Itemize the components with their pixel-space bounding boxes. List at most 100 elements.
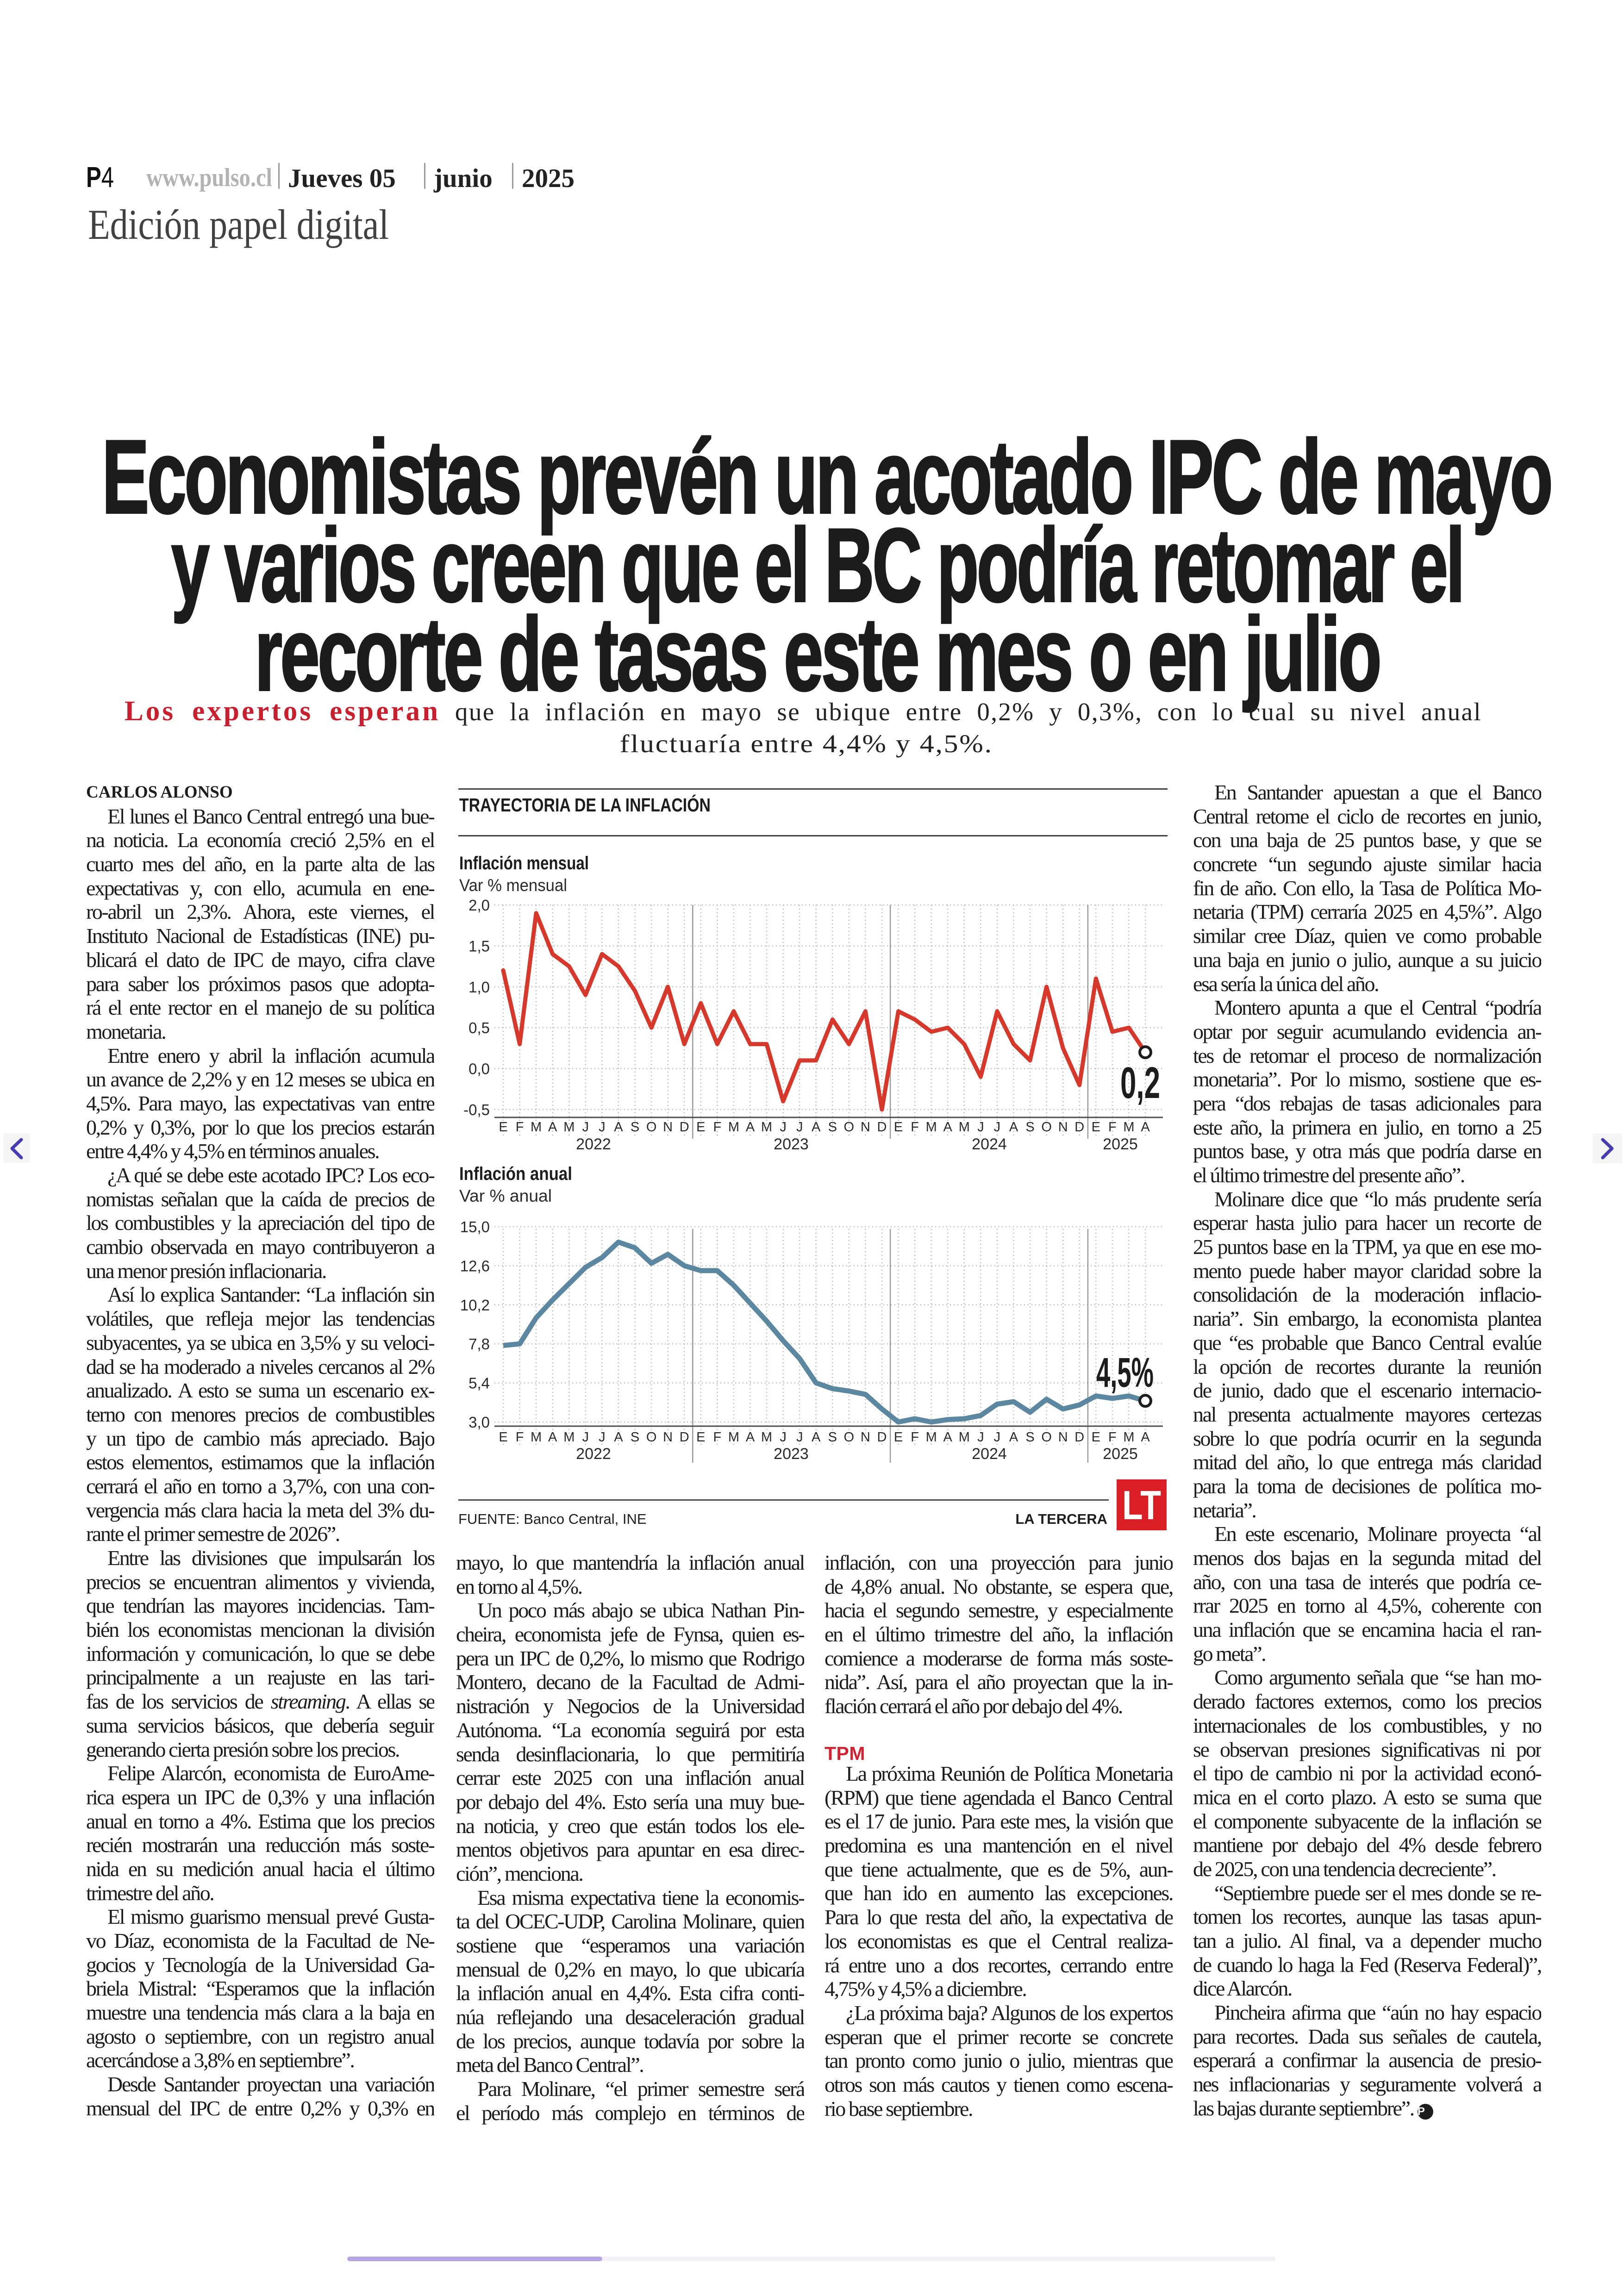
- svg-text:TRAYECTORIA DE LA INFLACIÓN: TRAYECTORIA DE LA INFLACIÓN: [459, 794, 711, 816]
- svg-text:M: M: [728, 1430, 739, 1445]
- svg-text:O: O: [1041, 1120, 1052, 1135]
- svg-text:A: A: [943, 1120, 953, 1135]
- svg-text:1,0: 1,0: [468, 979, 490, 996]
- svg-text:D: D: [680, 1430, 689, 1445]
- svg-text:-0,5: -0,5: [463, 1101, 490, 1118]
- svg-text:J: J: [977, 1120, 984, 1135]
- svg-text:E: E: [696, 1430, 705, 1445]
- svg-text:Inflación mensual: Inflación mensual: [459, 853, 589, 873]
- svg-text:A: A: [614, 1430, 623, 1445]
- svg-text:J: J: [599, 1120, 606, 1135]
- svg-text:N: N: [663, 1430, 673, 1445]
- svg-text:S: S: [1025, 1120, 1034, 1135]
- svg-text:J: J: [599, 1430, 606, 1445]
- svg-text:15,0: 15,0: [460, 1218, 490, 1235]
- svg-text:D: D: [680, 1120, 689, 1135]
- svg-text:A: A: [943, 1430, 953, 1445]
- svg-text:LA TERCERA: LA TERCERA: [1015, 1511, 1107, 1527]
- svg-text:FUENTE: Banco Central, INE: FUENTE: Banco Central, INE: [458, 1511, 647, 1527]
- svg-text:A: A: [1141, 1430, 1150, 1445]
- svg-text:J: J: [582, 1120, 589, 1135]
- svg-text:S: S: [828, 1120, 837, 1135]
- svg-text:D: D: [877, 1430, 887, 1445]
- svg-text:A: A: [812, 1430, 821, 1445]
- svg-text:S: S: [631, 1120, 639, 1135]
- svg-text:2023: 2023: [774, 1135, 809, 1153]
- svg-text:M: M: [563, 1120, 575, 1135]
- svg-text:S: S: [1025, 1430, 1034, 1445]
- svg-text:0,0: 0,0: [468, 1060, 490, 1078]
- svg-text:Var % anual: Var % anual: [459, 1186, 552, 1205]
- svg-text:M: M: [959, 1120, 970, 1135]
- svg-text:J: J: [780, 1430, 787, 1445]
- svg-text:A: A: [1009, 1120, 1018, 1135]
- svg-text:E: E: [499, 1120, 507, 1135]
- svg-text:M: M: [926, 1120, 937, 1135]
- svg-text:M: M: [761, 1120, 772, 1135]
- svg-text:O: O: [844, 1430, 855, 1445]
- svg-text:E: E: [499, 1430, 507, 1445]
- svg-text:LT: LT: [1122, 1482, 1161, 1528]
- svg-text:Var % mensual: Var % mensual: [459, 876, 567, 895]
- svg-text:N: N: [1058, 1430, 1068, 1445]
- svg-text:A: A: [614, 1120, 623, 1135]
- svg-text:N: N: [861, 1120, 870, 1135]
- svg-text:N: N: [663, 1120, 673, 1135]
- svg-text:S: S: [828, 1430, 837, 1445]
- svg-text:7,8: 7,8: [468, 1335, 490, 1353]
- svg-text:N: N: [861, 1430, 870, 1445]
- svg-text:2022: 2022: [576, 1445, 611, 1463]
- svg-text:12,6: 12,6: [460, 1257, 490, 1274]
- svg-text:M: M: [761, 1430, 772, 1445]
- svg-text:J: J: [796, 1430, 803, 1445]
- svg-text:5,4: 5,4: [468, 1375, 490, 1392]
- svg-text:2,0: 2,0: [468, 897, 490, 914]
- svg-text:M: M: [1123, 1430, 1134, 1445]
- svg-text:D: D: [1074, 1120, 1084, 1135]
- svg-text:O: O: [844, 1120, 855, 1135]
- svg-text:E: E: [894, 1430, 903, 1445]
- svg-text:M: M: [728, 1120, 739, 1135]
- svg-text:F: F: [516, 1430, 524, 1445]
- svg-text:J: J: [796, 1120, 803, 1135]
- svg-text:A: A: [1009, 1430, 1018, 1445]
- svg-text:J: J: [582, 1430, 589, 1445]
- svg-text:2022: 2022: [576, 1135, 611, 1153]
- svg-text:J: J: [994, 1430, 1001, 1445]
- svg-text:A: A: [548, 1430, 557, 1445]
- svg-text:3,0: 3,0: [468, 1414, 490, 1431]
- svg-text:J: J: [994, 1120, 1001, 1135]
- svg-text:2025: 2025: [1103, 1135, 1138, 1153]
- svg-text:M: M: [563, 1430, 575, 1445]
- svg-text:E: E: [1092, 1430, 1100, 1445]
- svg-text:F: F: [911, 1430, 919, 1445]
- svg-text:S: S: [631, 1430, 639, 1445]
- svg-text:D: D: [877, 1120, 887, 1135]
- svg-text:M: M: [531, 1120, 542, 1135]
- svg-text:M: M: [959, 1430, 970, 1445]
- svg-text:A: A: [1141, 1120, 1150, 1135]
- svg-text:1,5: 1,5: [468, 937, 490, 954]
- svg-text:A: A: [746, 1120, 755, 1135]
- svg-text:F: F: [1108, 1430, 1117, 1445]
- svg-text:O: O: [1041, 1430, 1052, 1445]
- svg-text:O: O: [646, 1430, 657, 1445]
- svg-text:F: F: [713, 1120, 721, 1135]
- svg-text:D: D: [1074, 1430, 1084, 1445]
- svg-text:N: N: [1058, 1120, 1068, 1135]
- svg-text:A: A: [812, 1120, 821, 1135]
- svg-text:M: M: [531, 1430, 542, 1445]
- svg-text:J: J: [977, 1430, 984, 1445]
- svg-text:2024: 2024: [972, 1135, 1007, 1153]
- svg-text:E: E: [696, 1120, 705, 1135]
- svg-text:F: F: [1108, 1120, 1117, 1135]
- svg-text:2025: 2025: [1103, 1445, 1138, 1463]
- svg-text:Inflación anual: Inflación anual: [459, 1164, 572, 1184]
- svg-text:F: F: [516, 1120, 524, 1135]
- svg-text:A: A: [746, 1430, 755, 1445]
- svg-text:E: E: [894, 1120, 903, 1135]
- svg-text:M: M: [1123, 1120, 1134, 1135]
- svg-text:0,5: 0,5: [468, 1019, 490, 1036]
- svg-text:10,2: 10,2: [460, 1297, 490, 1314]
- svg-text:2023: 2023: [774, 1445, 809, 1463]
